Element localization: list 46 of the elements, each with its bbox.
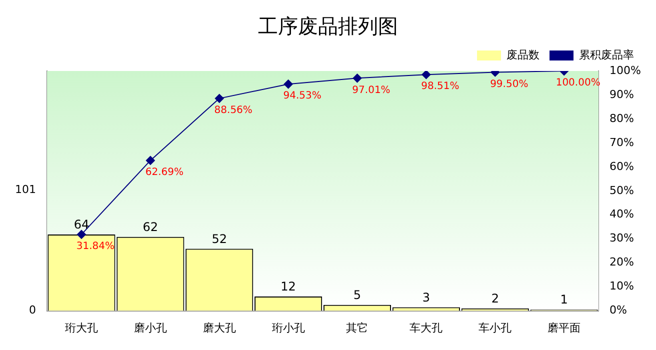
y2-tick-label: 40%: [610, 208, 634, 221]
data-label: 97.01%: [352, 84, 390, 96]
legend-label: 废品数: [506, 48, 540, 62]
y-tick-label: 0: [28, 304, 36, 317]
y-tick-label: 101: [14, 183, 36, 196]
y2-tick-label: 70%: [610, 136, 634, 149]
x-tick-label: 车小孔: [478, 321, 512, 334]
x-tick-label: 磨平面: [548, 321, 581, 334]
data-label: 5: [353, 288, 362, 302]
x-tick-label: 磨大孔: [202, 321, 236, 334]
x-tick-label: 车大孔: [410, 321, 443, 334]
point: [76, 230, 86, 239]
point: [284, 80, 293, 89]
y2-tick-label: 0%: [610, 304, 628, 317]
data-label: 62.69%: [145, 167, 184, 178]
y2-tick-label: 30%: [610, 232, 634, 245]
data-label: 3: [422, 290, 430, 304]
point: [146, 156, 155, 165]
data-label: 1: [560, 292, 568, 307]
y2-tick-label: 90%: [610, 88, 634, 101]
y2-tick-label: 10%: [610, 280, 634, 293]
point: [214, 94, 224, 103]
data-label: 98.51%: [421, 81, 460, 92]
data-label: 52: [212, 232, 227, 246]
y2-tick-label: 100%: [610, 64, 642, 77]
data-label: 12: [280, 280, 296, 294]
data-label: 94.53%: [283, 90, 322, 102]
data-label: 64: [74, 218, 90, 232]
y2-tick-label: 80%: [610, 112, 634, 125]
x-tick-label: 其它: [346, 321, 368, 334]
y2-tick-label: 20%: [610, 256, 634, 269]
data-label: 100.00%: [556, 78, 600, 89]
y2-tick-label: 50%: [610, 184, 634, 197]
data-label: 88.56%: [214, 105, 252, 116]
data-label: 2: [491, 292, 499, 306]
x-tick-label: 珩小孔: [272, 321, 305, 334]
point: [352, 74, 362, 83]
x-tick-label: 珩大孔: [64, 321, 98, 334]
chart-title: 工序废品排列图: [258, 14, 398, 38]
x-tick-label: 磨小孔: [134, 321, 167, 334]
data-label: 31.84%: [76, 241, 115, 252]
data-label: 62: [142, 220, 158, 234]
data-label: 99.50%: [490, 78, 528, 90]
y2-tick-label: 60%: [610, 160, 634, 173]
point: [422, 71, 431, 80]
legend-label: 累积废品率: [579, 48, 634, 62]
